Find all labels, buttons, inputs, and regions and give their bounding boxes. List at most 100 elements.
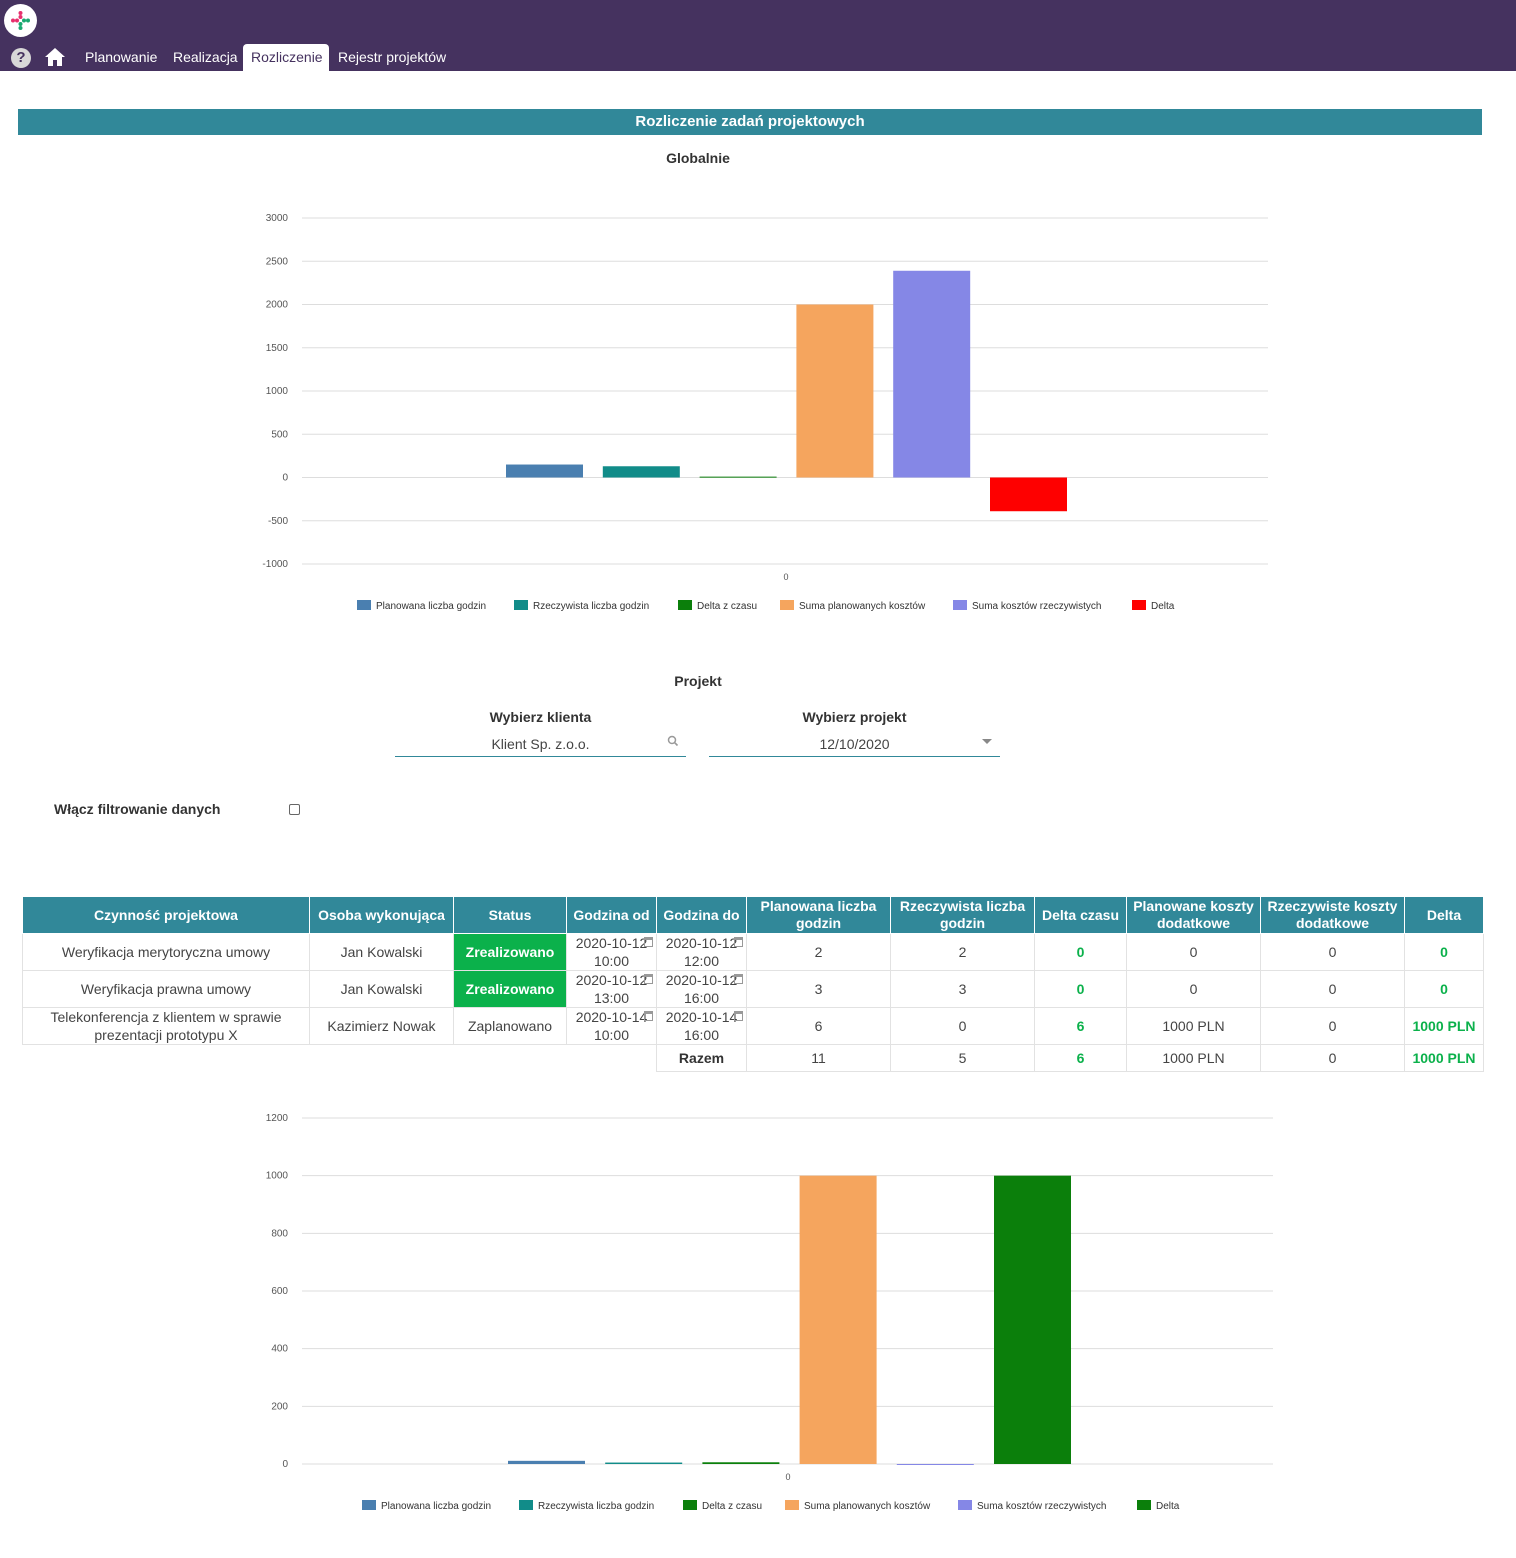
global-chart-title: Globalnie <box>666 150 730 166</box>
header-from[interactable]: Godzina od <box>566 896 657 934</box>
person-cell: Jan Kowalski <box>309 970 454 1008</box>
tasks-table: Czynność projektowa Osoba wykonująca Sta… <box>22 896 1484 1072</box>
total-planned-hours: 11 <box>746 1044 891 1072</box>
table-row[interactable]: Weryfikacja merytoryczna umowy Jan Kowal… <box>22 933 1484 971</box>
tab-planowanie[interactable]: Planowanie <box>85 49 158 65</box>
time-delta-cell: 0 <box>1034 933 1127 971</box>
to-date: 2020-10-12 <box>665 935 738 951</box>
bar[interactable] <box>602 466 680 478</box>
header-to[interactable]: Godzina do <box>656 896 747 934</box>
legend-item[interactable]: Planowana liczba godzin <box>362 1500 491 1512</box>
table-row[interactable]: Weryfikacja prawna umowy Jan Kowalski Zr… <box>22 970 1484 1008</box>
legend-label: Delta z czasu <box>697 601 757 612</box>
planned-hours-cell: 6 <box>746 1007 891 1045</box>
client-select[interactable]: Klient Sp. z.o.o. <box>395 731 686 757</box>
filter-checkbox[interactable] <box>289 804 300 815</box>
totals-label: Razem <box>656 1044 747 1072</box>
calendar-icon[interactable] <box>644 937 653 947</box>
legend-item[interactable]: Delta z czasu <box>683 1500 762 1512</box>
header-person[interactable]: Osoba wykonująca <box>309 896 454 934</box>
bar[interactable] <box>702 1462 780 1464</box>
actual-hours-cell: 0 <box>890 1007 1035 1045</box>
from-cell[interactable]: 2020-10-14 10:00 <box>566 1007 657 1045</box>
total-planned-costs: 1000 PLN <box>1126 1044 1261 1072</box>
calendar-icon[interactable] <box>734 974 743 984</box>
header-actual-costs[interactable]: Rzeczywiste koszty dodatkowe <box>1260 896 1405 934</box>
legend-label: Delta z czasu <box>702 1501 762 1512</box>
bar[interactable] <box>508 1460 585 1464</box>
actual-costs-cell: 0 <box>1260 970 1405 1008</box>
to-cell[interactable]: 2020-10-12 12:00 <box>656 933 747 971</box>
legend-item[interactable]: Delta z czasu <box>678 600 757 612</box>
legend-item[interactable]: Delta <box>1132 600 1175 612</box>
y-tick-label: 1500 <box>266 343 289 354</box>
bar[interactable] <box>796 304 874 478</box>
legend-label: Planowana liczba godzin <box>381 1501 491 1512</box>
tab-realizacja[interactable]: Realizacja <box>173 49 238 65</box>
calendar-icon[interactable] <box>734 1011 743 1021</box>
help-icon[interactable]: ? <box>11 48 31 68</box>
tab-rozliczenie[interactable]: Rozliczenie <box>243 44 329 71</box>
from-date: 2020-10-12 <box>575 972 648 988</box>
header-task[interactable]: Czynność projektowa <box>22 896 310 934</box>
tab-rejestr-projektow[interactable]: Rejestr projektów <box>338 49 447 65</box>
from-time: 10:00 <box>593 953 630 969</box>
home-icon[interactable] <box>44 47 66 67</box>
y-tick-label: 1000 <box>266 386 289 397</box>
header-actual-hours[interactable]: Rzeczywista liczba godzin <box>890 896 1035 934</box>
legend-item[interactable]: Suma planowanych kosztów <box>785 1500 931 1512</box>
legend-item[interactable]: Delta <box>1137 1500 1180 1512</box>
legend-item[interactable]: Planowana liczba godzin <box>357 600 486 612</box>
bar[interactable] <box>699 476 777 478</box>
legend-item[interactable]: Suma planowanych kosztów <box>780 600 926 612</box>
header-planned-costs[interactable]: Planowane koszty dodatkowe <box>1126 896 1261 934</box>
filter-label: Włącz filtrowanie danych <box>54 801 221 817</box>
legend-label: Rzeczywista liczba godzin <box>533 601 649 612</box>
table-row[interactable]: Telekonferencja z klientem w sprawie pre… <box>22 1007 1484 1045</box>
bar[interactable] <box>994 1175 1071 1464</box>
legend-item[interactable]: Suma kosztów rzeczywistych <box>958 1500 1106 1512</box>
legend-swatch <box>678 600 692 610</box>
y-tick-label: 600 <box>271 1286 288 1297</box>
bar[interactable] <box>799 1175 877 1464</box>
calendar-icon[interactable] <box>644 1011 653 1021</box>
to-cell[interactable]: 2020-10-12 16:00 <box>656 970 747 1008</box>
bar[interactable] <box>506 464 583 478</box>
header-planned-hours[interactable]: Planowana liczba godzin <box>746 896 891 934</box>
from-cell[interactable]: 2020-10-12 10:00 <box>566 933 657 971</box>
legend-label: Suma planowanych kosztów <box>799 601 926 612</box>
from-time: 10:00 <box>593 1027 630 1043</box>
to-time: 16:00 <box>683 1027 720 1043</box>
y-tick-label: 0 <box>282 473 288 484</box>
from-cell[interactable]: 2020-10-12 13:00 <box>566 970 657 1008</box>
bar[interactable] <box>893 270 971 478</box>
bar[interactable] <box>605 1462 683 1464</box>
bar[interactable] <box>990 477 1067 512</box>
bar[interactable] <box>896 1464 974 1465</box>
legend-item[interactable]: Suma kosztów rzeczywistych <box>953 600 1101 612</box>
task-cell: Weryfikacja prawna umowy <box>22 970 310 1008</box>
legend-item[interactable]: Rzeczywista liczba godzin <box>519 1500 654 1512</box>
y-tick-label: 3000 <box>266 213 289 224</box>
search-icon[interactable] <box>666 731 680 757</box>
header-delta[interactable]: Delta <box>1404 896 1484 934</box>
chevron-down-icon[interactable] <box>980 731 994 757</box>
calendar-icon[interactable] <box>644 974 653 984</box>
task-cell: Weryfikacja merytoryczna umowy <box>22 933 310 971</box>
legend-label: Planowana liczba godzin <box>376 601 486 612</box>
legend-label: Delta <box>1156 1501 1180 1512</box>
app-logo[interactable] <box>4 4 37 37</box>
legend-item[interactable]: Rzeczywista liczba godzin <box>514 600 649 612</box>
delta-cell: 1000 PLN <box>1404 1007 1484 1045</box>
top-bar: ? Planowanie Realizacja Rozliczenie Reje… <box>0 0 1516 71</box>
y-tick-label: 500 <box>271 429 288 440</box>
y-tick-label: 400 <box>271 1344 288 1355</box>
to-cell[interactable]: 2020-10-14 16:00 <box>656 1007 747 1045</box>
legend-label: Rzeczywista liczba godzin <box>538 1501 654 1512</box>
header-time-delta[interactable]: Delta czasu <box>1034 896 1127 934</box>
status-cell: Zaplanowano <box>453 1007 567 1045</box>
calendar-icon[interactable] <box>734 937 743 947</box>
y-tick-label: 1000 <box>266 1171 289 1182</box>
project-select[interactable]: 12/10/2020 <box>709 731 1000 757</box>
header-status[interactable]: Status <box>453 896 567 934</box>
